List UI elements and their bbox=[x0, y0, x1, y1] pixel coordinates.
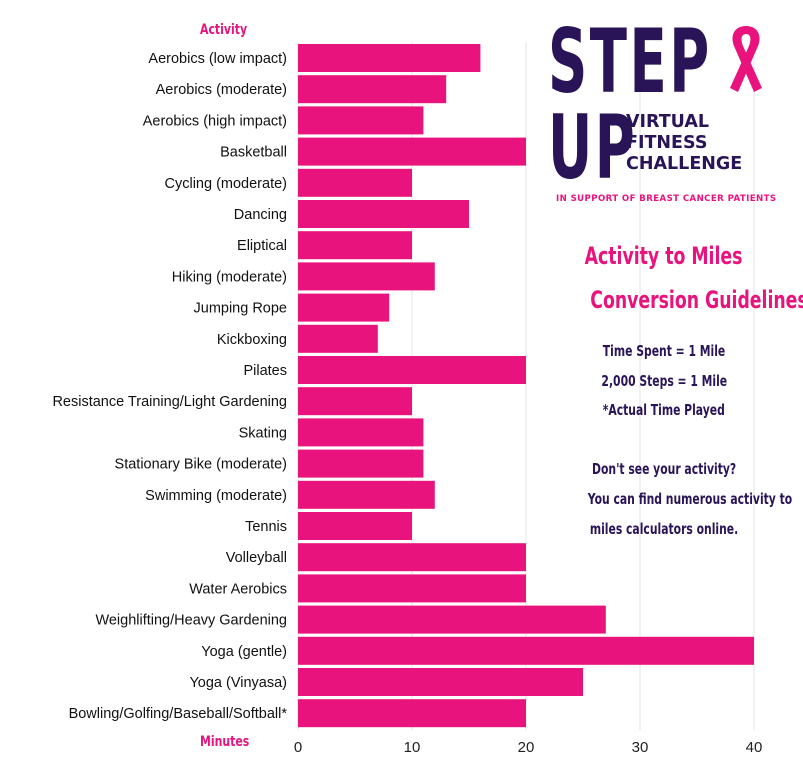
logo-step-text: STEP bbox=[548, 10, 712, 113]
category-label: Eliptical bbox=[237, 238, 287, 254]
guideline-rule: Time Spent = 1 Mile bbox=[602, 342, 726, 360]
logo-side-line: VIRTUAL bbox=[626, 112, 710, 132]
bar bbox=[298, 636, 754, 665]
guideline-rule: *Actual Time Played bbox=[602, 401, 726, 419]
category-label: Weighlifting/Heavy Gardening bbox=[95, 613, 287, 629]
logo-side-line: CHALLENGE bbox=[626, 154, 743, 174]
guideline-rule: 2,000 Steps = 1 Mile bbox=[601, 372, 727, 390]
category-label: Stationary Bike (moderate) bbox=[115, 457, 287, 473]
bar bbox=[298, 512, 412, 540]
category-label: Water Aerobics bbox=[189, 581, 287, 597]
bar bbox=[298, 699, 526, 728]
guidelines-title-line2: Conversion Guidelines bbox=[590, 286, 803, 314]
bar bbox=[298, 200, 469, 228]
bar bbox=[298, 324, 378, 353]
x-tick-label: 30 bbox=[632, 739, 649, 756]
x-tick-label: 0 bbox=[294, 739, 302, 756]
category-label: Aerobics (high impact) bbox=[143, 113, 287, 129]
category-label: Bowling/Golfing/Baseball/Softball* bbox=[69, 706, 288, 722]
category-label: Skating bbox=[239, 425, 287, 441]
category-label: Volleyball bbox=[226, 550, 287, 566]
bar bbox=[298, 387, 412, 416]
guideline-note: miles calculators online. bbox=[589, 520, 739, 538]
category-label: Basketball bbox=[220, 145, 287, 161]
logo-side-line: FITNESS bbox=[626, 133, 708, 153]
category-label: Yoga (Vinyasa) bbox=[189, 675, 287, 691]
y-axis-title: Activity bbox=[200, 22, 248, 38]
bar bbox=[298, 543, 526, 572]
bar bbox=[298, 668, 583, 696]
x-tick-label: 40 bbox=[746, 739, 763, 756]
x-tick-label: 20 bbox=[518, 739, 535, 756]
bar bbox=[298, 75, 447, 104]
bar bbox=[298, 356, 526, 384]
bar bbox=[298, 449, 424, 478]
bar bbox=[298, 168, 412, 197]
bar bbox=[298, 106, 424, 135]
pink-ribbon-icon bbox=[730, 26, 762, 92]
guideline-note: Don't see your activity? bbox=[591, 460, 737, 478]
logo-side-text: VIRTUAL FITNESS CHALLENGE bbox=[626, 112, 742, 175]
bar bbox=[298, 293, 390, 322]
category-label: Resistance Training/Light Gardening bbox=[52, 394, 287, 410]
bar bbox=[298, 262, 435, 291]
x-axis-title: Minutes bbox=[200, 734, 250, 750]
logo-tagline: IN SUPPORT OF BREAST CANCER PATIENTS bbox=[556, 194, 777, 204]
logo-up-text: UP bbox=[548, 96, 638, 199]
category-label: Jumping Rope bbox=[194, 301, 288, 317]
category-label: Cycling (moderate) bbox=[165, 176, 288, 192]
bar bbox=[298, 418, 424, 447]
guideline-note: You can find numerous activity to bbox=[587, 490, 793, 508]
bar bbox=[298, 574, 526, 603]
bar bbox=[298, 137, 526, 166]
step-up-logo: STEP UP VIRTUAL FITNESS CHALLENGE IN SUP… bbox=[548, 18, 793, 208]
category-label: Kickboxing bbox=[217, 332, 287, 348]
bar bbox=[298, 605, 606, 634]
category-label: Swimming (moderate) bbox=[145, 488, 287, 504]
category-label: Yoga (gentle) bbox=[201, 644, 287, 660]
bar bbox=[298, 231, 412, 260]
guidelines-title-line1: Activity to Miles bbox=[585, 242, 743, 270]
category-label: Pilates bbox=[243, 363, 287, 379]
category-label: Aerobics (moderate) bbox=[156, 82, 287, 98]
bar bbox=[298, 480, 435, 509]
category-label: Hiking (moderate) bbox=[172, 269, 287, 285]
category-label: Dancing bbox=[234, 207, 287, 223]
category-label: Aerobics (low impact) bbox=[148, 51, 287, 67]
bar bbox=[298, 44, 481, 72]
category-label: Tennis bbox=[245, 519, 287, 535]
x-tick-label: 10 bbox=[404, 739, 421, 756]
